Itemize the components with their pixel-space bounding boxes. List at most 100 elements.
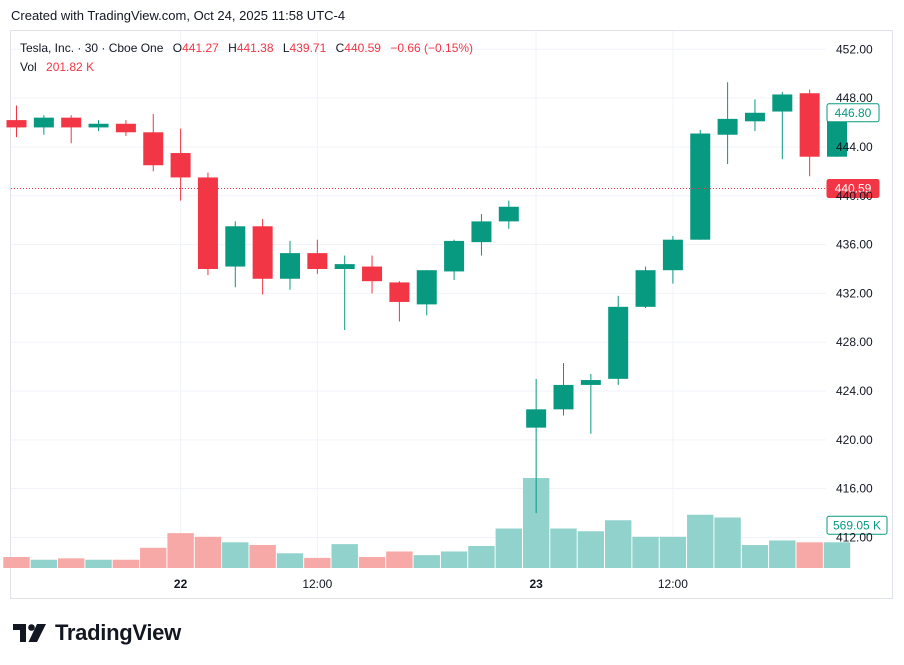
- volume-bar: [413, 555, 440, 568]
- volume-bar: [577, 531, 605, 568]
- volume-bar: [140, 547, 167, 568]
- chart-legend: Tesla, Inc. · 30 · Cboe One O441.27 H441…: [20, 39, 473, 77]
- tradingview-logo-icon: [13, 624, 46, 642]
- legend-open-label: O: [172, 41, 183, 55]
- legend-volume-label[interactable]: Vol: [20, 60, 37, 74]
- volume-bar: [331, 544, 358, 568]
- y-tick-label: 416.00: [836, 482, 873, 496]
- volume-bar: [167, 533, 194, 568]
- candle-body: [690, 133, 711, 240]
- price-scale-label: 569.05 K: [833, 518, 881, 532]
- volume-bar: [249, 545, 276, 568]
- volume-bar: [58, 558, 85, 568]
- volume-bar: [823, 542, 851, 568]
- candle-body: [6, 120, 27, 128]
- chart-frame: [10, 30, 893, 599]
- volume-bar: [440, 551, 468, 568]
- candle-body: [553, 384, 574, 410]
- legend-change-value: −0.66 (−0.15%): [390, 41, 474, 55]
- volume-bar: [796, 542, 823, 568]
- x-tick-label: 23: [529, 577, 543, 591]
- candle-body: [143, 132, 164, 166]
- volume-bar: [714, 517, 741, 568]
- volume-bar: [358, 556, 386, 568]
- candles: [6, 82, 847, 514]
- candle-body: [280, 253, 300, 279]
- candle-body: [744, 112, 765, 122]
- y-tick-label: 452.00: [836, 42, 873, 56]
- y-tick-label: 448.00: [836, 91, 873, 105]
- legend-volume-row: Vol 201.82 K: [20, 58, 473, 77]
- y-tick-label: 444.00: [836, 140, 873, 154]
- volume-bar: [276, 553, 304, 568]
- y-tick-label: 440.00: [836, 189, 873, 203]
- volume-bar: [222, 542, 249, 568]
- candle-body: [362, 266, 383, 282]
- volume-bar: [386, 551, 413, 568]
- candle-body: [197, 177, 218, 269]
- price-axis: 412.00 416.00 420.00 424.00 428.00 432.00 436.…: [836, 42, 873, 544]
- legend-open-value: 441.27: [182, 41, 219, 55]
- legend-low-label: L: [282, 41, 290, 55]
- y-tick-label: 424.00: [836, 384, 873, 398]
- x-tick-label: 12:00: [658, 577, 688, 591]
- price-scale-label-box: [826, 515, 888, 535]
- legend-low-value: 439.71: [289, 41, 327, 55]
- legend-close-value: 440.59: [344, 41, 381, 55]
- volume-bar: [550, 528, 577, 568]
- volume-bar: [495, 528, 522, 568]
- volume-bar: [687, 514, 714, 568]
- candle-body: [416, 270, 437, 305]
- price-scale-label-box: [826, 179, 880, 199]
- volume-bar: [769, 540, 796, 568]
- price-scale-label-box: [826, 103, 880, 123]
- candle-body: [498, 206, 519, 222]
- candle-body: [580, 380, 601, 385]
- created-with-caption: Created with TradingView.com, Oct 24, 20…: [11, 8, 346, 23]
- legend-price-row: Tesla, Inc. · 30 · Cboe One O441.27 H441…: [20, 39, 473, 58]
- candle-body: [389, 282, 410, 302]
- candle-body: [717, 118, 738, 135]
- volume-bar: [468, 545, 495, 568]
- legend-symbol[interactable]: Tesla, Inc. · 30 · Cboe One: [20, 41, 164, 55]
- candle-body: [61, 117, 82, 128]
- candle-body: [444, 240, 465, 272]
- tradingview-logo[interactable]: TradingView: [13, 620, 181, 646]
- x-tick-label: 12:00: [302, 577, 332, 591]
- candle-body: [33, 117, 54, 128]
- y-tick-label: 420.00: [836, 433, 873, 447]
- time-axis: 22 12:00 23 12:00: [174, 577, 688, 591]
- y-tick-label: 412.00: [836, 530, 873, 544]
- volume-bar: [85, 559, 112, 568]
- candle-body: [307, 253, 328, 269]
- legend-high-value: 441.38: [236, 41, 274, 55]
- candle-body: [799, 93, 820, 157]
- candle-body: [471, 221, 492, 243]
- volume-bar: [659, 536, 687, 568]
- volume-bar: [632, 536, 659, 568]
- volume-bars: [3, 478, 851, 568]
- candle-body: [334, 264, 355, 269]
- tradingview-logo-text: TradingView: [55, 620, 181, 645]
- legend-high-label: H: [228, 41, 237, 55]
- x-tick-label: 22: [174, 577, 188, 591]
- candle-body: [662, 239, 683, 271]
- candle-body: [170, 153, 191, 178]
- candle-body: [115, 123, 136, 133]
- y-tick-label: 432.00: [836, 286, 873, 300]
- candle-body: [252, 226, 273, 279]
- candle-body: [225, 226, 246, 267]
- candle-body: [635, 270, 656, 307]
- y-tick-label: 428.00: [836, 335, 873, 349]
- volume-bar: [741, 545, 769, 568]
- candle-body: [88, 123, 109, 128]
- volume-bar: [194, 536, 222, 568]
- candle-body: [608, 306, 629, 379]
- candle-body: [827, 112, 847, 157]
- volume-bar: [605, 520, 632, 568]
- y-tick-label: 436.00: [836, 238, 873, 252]
- price-scale-label: 446.80: [835, 106, 872, 120]
- legend-close-label: C: [335, 41, 345, 55]
- volume-bar: [112, 559, 140, 568]
